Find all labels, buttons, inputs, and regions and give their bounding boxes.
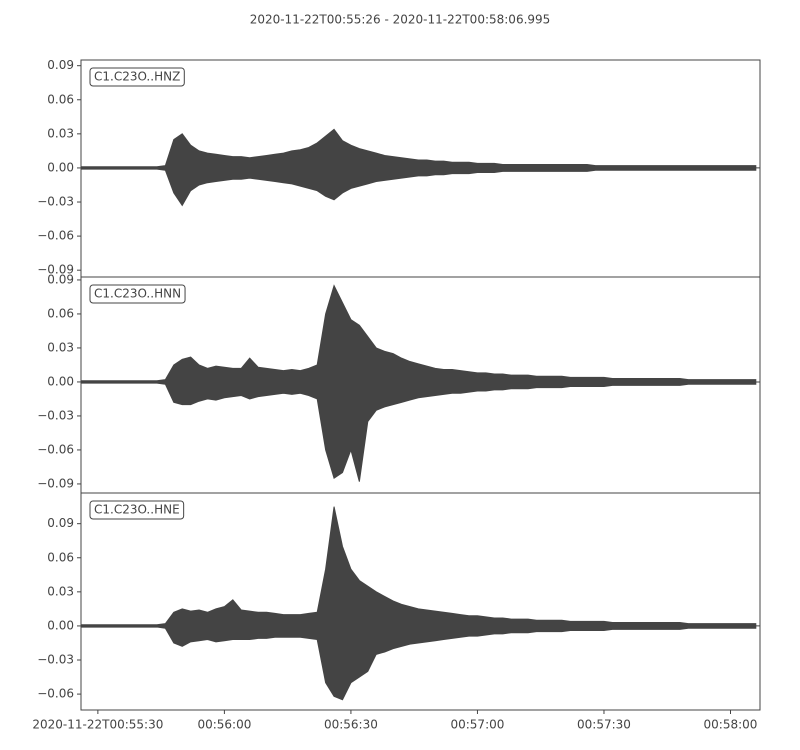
x-tick-label: 2020-11-22T00:55:30 <box>32 718 163 732</box>
chart-title: 2020-11-22T00:55:26 - 2020-11-22T00:58:0… <box>250 13 551 27</box>
y-tick-label: −0.03 <box>37 408 74 422</box>
x-tick-label: 00:58:00 <box>704 718 758 732</box>
y-tick-label: −0.06 <box>37 229 74 243</box>
trace-label: C1.C23O..HNZ <box>94 70 180 84</box>
trace-label: C1.C23O..HNN <box>94 287 181 301</box>
y-tick-label: −0.03 <box>37 195 74 209</box>
x-tick-label: 00:57:00 <box>450 718 504 732</box>
trace-label: C1.C23O..HNE <box>94 503 180 517</box>
y-tick-label: 0.03 <box>47 340 74 354</box>
y-tick-label: 0.03 <box>47 584 74 598</box>
y-tick-label: 0.03 <box>47 126 74 140</box>
y-tick-label: −0.03 <box>37 653 74 667</box>
y-tick-label: −0.06 <box>37 442 74 456</box>
y-tick-label: 0.00 <box>47 618 74 632</box>
y-tick-label: 0.00 <box>47 160 74 174</box>
waveform-envelope <box>81 625 757 701</box>
y-tick-label: 0.00 <box>47 374 74 388</box>
waveform-envelope <box>81 381 757 482</box>
axes-frame <box>80 492 761 711</box>
x-tick-label: 00:57:30 <box>577 718 631 732</box>
trace-label-box <box>89 284 186 304</box>
x-tick-label: 00:56:30 <box>324 718 378 732</box>
x-tick-label: 00:56:00 <box>197 718 251 732</box>
waveform-envelope <box>81 167 757 207</box>
y-tick-label: 0.06 <box>47 92 74 106</box>
trace-label-box <box>89 67 185 87</box>
waveform-envelope <box>81 284 757 383</box>
y-tick-label: −0.09 <box>37 263 74 277</box>
waveform-envelope <box>81 506 757 627</box>
waveform-envelope <box>81 128 757 169</box>
y-tick-label: 0.09 <box>47 516 74 530</box>
y-tick-label: 0.06 <box>47 550 74 564</box>
trace-label-box <box>89 500 185 520</box>
y-tick-label: 0.06 <box>47 306 74 320</box>
y-tick-label: 0.09 <box>47 272 74 286</box>
y-tick-label: 0.09 <box>47 58 74 72</box>
y-tick-label: −0.06 <box>37 687 74 701</box>
y-tick-label: −0.09 <box>37 476 74 490</box>
